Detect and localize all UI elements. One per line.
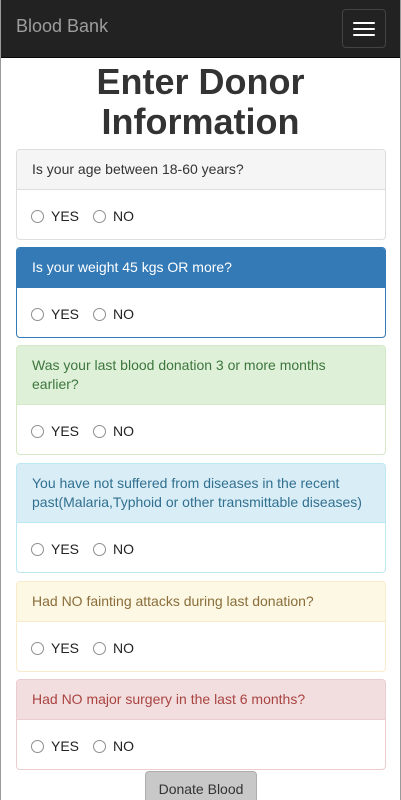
question-panel-last-donation: Was your last blood donation 3 or more m… [16,345,386,455]
yes-label: YES [51,423,80,439]
no-label: NO [113,208,135,224]
no-option[interactable]: NO [93,208,134,224]
yes-radio[interactable] [31,209,44,223]
radio-group: YES NO [31,541,148,557]
yes-label: YES [51,640,80,656]
question-heading: Had NO fainting attacks during last dona… [17,582,385,622]
question-heading: You have not suffered from diseases in t… [17,464,385,523]
yes-label: YES [51,306,80,322]
yes-option[interactable]: YES [31,541,79,557]
radio-group: YES NO [31,423,148,439]
question-body: YES NO [17,523,385,572]
no-radio[interactable] [93,307,107,321]
question-panel-age: Is your age between 18-60 years? YES NO [16,149,386,240]
no-label: NO [113,423,135,439]
yes-radio[interactable] [31,307,44,321]
no-option[interactable]: NO [93,306,134,322]
no-option[interactable]: NO [93,738,134,754]
yes-radio[interactable] [31,424,44,438]
question-body: YES NO [17,720,385,769]
radio-group: YES NO [31,640,148,656]
no-option[interactable]: NO [93,541,134,557]
question-panel-weight: Is your weight 45 kgs OR more? YES NO [16,247,386,338]
no-label: NO [113,738,135,754]
question-heading: Is your weight 45 kgs OR more? [17,248,385,288]
no-radio[interactable] [93,424,107,438]
no-label: NO [113,306,135,322]
question-body: YES NO [17,288,385,337]
radio-group: YES NO [31,738,148,754]
question-heading: Was your last blood donation 3 or more m… [17,346,385,405]
yes-option[interactable]: YES [31,423,79,439]
yes-option[interactable]: YES [31,208,79,224]
no-radio[interactable] [93,542,107,556]
yes-option[interactable]: YES [31,738,79,754]
yes-option[interactable]: YES [31,306,79,322]
no-radio[interactable] [93,641,107,655]
yes-label: YES [51,738,80,754]
question-panel-fainting: Had NO fainting attacks during last dona… [16,581,386,672]
no-label: NO [113,541,135,557]
no-option[interactable]: NO [93,423,134,439]
yes-label: YES [51,541,80,557]
yes-radio[interactable] [31,641,44,655]
question-heading: Is your age between 18-60 years? [17,150,385,190]
question-heading: Had NO major surgery in the last 6 month… [17,680,385,720]
navbar: Blood Bank [1,0,400,58]
radio-group: YES NO [31,306,148,322]
navbar-brand[interactable]: Blood Bank [16,16,109,36]
no-label: NO [113,640,135,656]
question-body: YES NO [17,405,385,454]
yes-label: YES [51,208,80,224]
question-body: YES NO [17,190,385,239]
donate-blood-button[interactable]: Donate Blood [145,771,257,800]
navbar-toggle-button[interactable] [342,9,386,48]
yes-radio[interactable] [31,542,44,556]
no-radio[interactable] [93,209,107,223]
no-option[interactable]: NO [93,640,134,656]
yes-option[interactable]: YES [31,640,79,656]
radio-group: YES NO [31,208,148,224]
question-panel-diseases: You have not suffered from diseases in t… [16,463,386,573]
question-panel-surgery: Had NO major surgery in the last 6 month… [16,679,386,770]
question-body: YES NO [17,622,385,671]
yes-radio[interactable] [31,739,44,753]
page-title: Enter Donor Information [96,61,305,142]
no-radio[interactable] [93,739,107,753]
